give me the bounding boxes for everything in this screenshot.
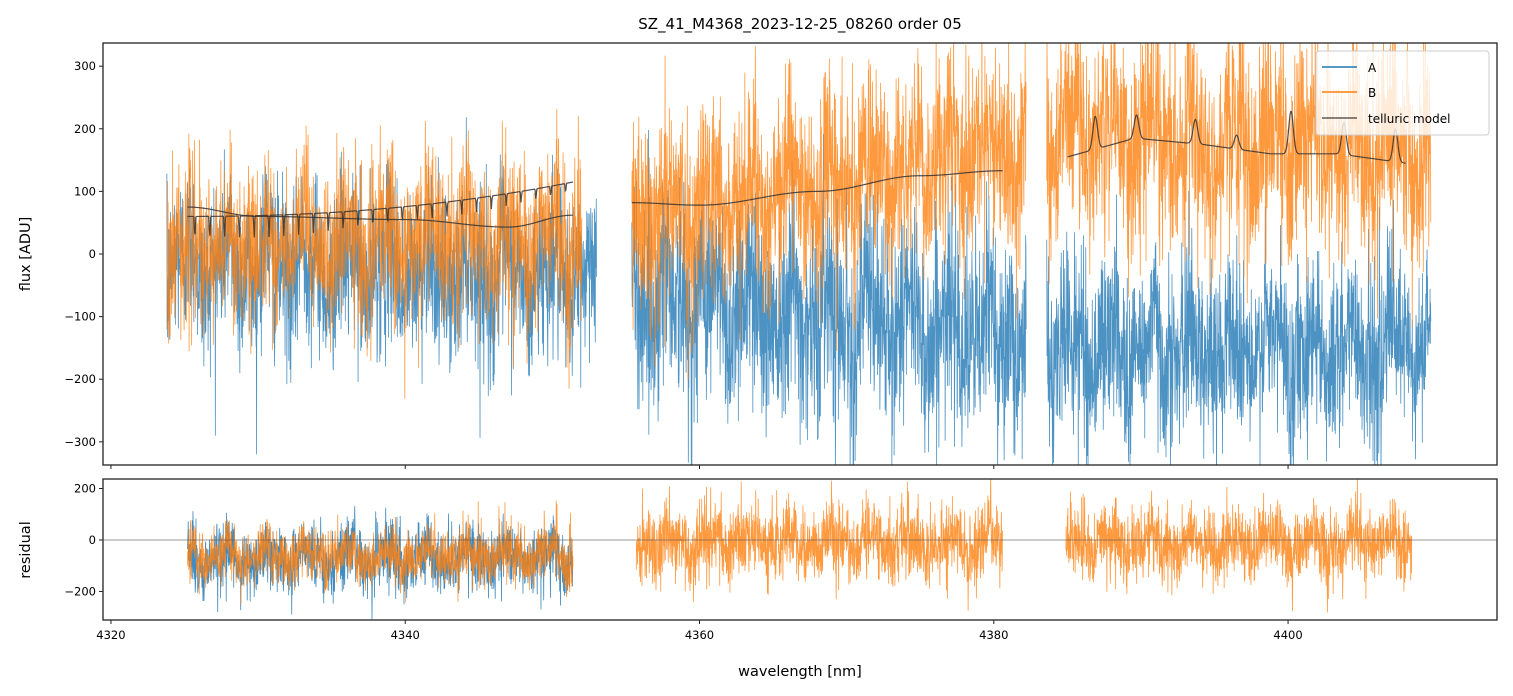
residual-ytick-label: 0 xyxy=(89,533,96,547)
flux-plot-area xyxy=(166,43,1432,465)
residual-y-axis-label: residual xyxy=(18,521,34,578)
flux-y-ticks: 300 200 100 0 −100 −200 −300 xyxy=(64,59,103,449)
residual-xtick-label: 4320 xyxy=(96,628,125,642)
x-axis-label: wavelength [nm] xyxy=(738,664,862,680)
legend-entry-telluric: telluric model xyxy=(1322,112,1450,126)
flux-ytick-label: −300 xyxy=(64,435,96,449)
flux-y-axis-label: flux [ADU] xyxy=(18,217,34,292)
residual-xtick-label: 4380 xyxy=(979,628,1008,642)
chart-title: SZ_41_M4368_2023-12-25_08260 order 05 xyxy=(638,15,962,34)
flux-ytick-label: −100 xyxy=(64,310,96,324)
legend: A B telluric model xyxy=(1315,50,1490,136)
residual-b-segment-2 xyxy=(635,479,1004,611)
residual-a-segment-1 xyxy=(187,506,574,620)
flux-ytick-label: 200 xyxy=(74,122,96,136)
flux-x-ticks xyxy=(110,465,1289,469)
legend-label-a: A xyxy=(1368,61,1377,75)
residual-xtick-label: 4360 xyxy=(685,628,714,642)
legend-box xyxy=(1315,50,1490,136)
residual-ytick-label: −200 xyxy=(64,584,96,598)
flux-ytick-label: −200 xyxy=(64,372,96,386)
residual-axes-frame xyxy=(102,478,1498,621)
series-a-segment-3 xyxy=(1046,190,1432,465)
legend-label-telluric: telluric model xyxy=(1368,112,1450,126)
flux-ytick-label: 300 xyxy=(74,59,96,73)
residual-xtick-label: 4400 xyxy=(1273,628,1302,642)
residual-xtick-label: 4340 xyxy=(391,628,420,642)
residual-plot-area xyxy=(187,479,1413,620)
residual-ytick-label: 200 xyxy=(74,482,96,496)
flux-ytick-label: 100 xyxy=(74,184,96,198)
series-b-segment-3 xyxy=(1046,43,1432,328)
flux-ytick-label: 0 xyxy=(89,247,96,261)
telluric-model-segment-3 xyxy=(631,170,1003,206)
legend-entry-a: A xyxy=(1322,61,1377,75)
residual-x-ticks: 4320 4340 4360 4380 4400 xyxy=(96,620,1303,642)
residual-b-segment-1 xyxy=(187,500,574,605)
residual-y-ticks: 200 0 −200 xyxy=(64,482,103,598)
legend-label-b: B xyxy=(1368,86,1376,100)
series-b-segment-1 xyxy=(166,109,583,399)
residual-b-segment-3 xyxy=(1065,479,1413,613)
series-b-segment-2 xyxy=(631,43,1027,380)
telluric-model-segment-4 xyxy=(1067,110,1406,164)
telluric-model-segment-2 xyxy=(187,206,573,228)
legend-entry-b: B xyxy=(1322,86,1376,100)
